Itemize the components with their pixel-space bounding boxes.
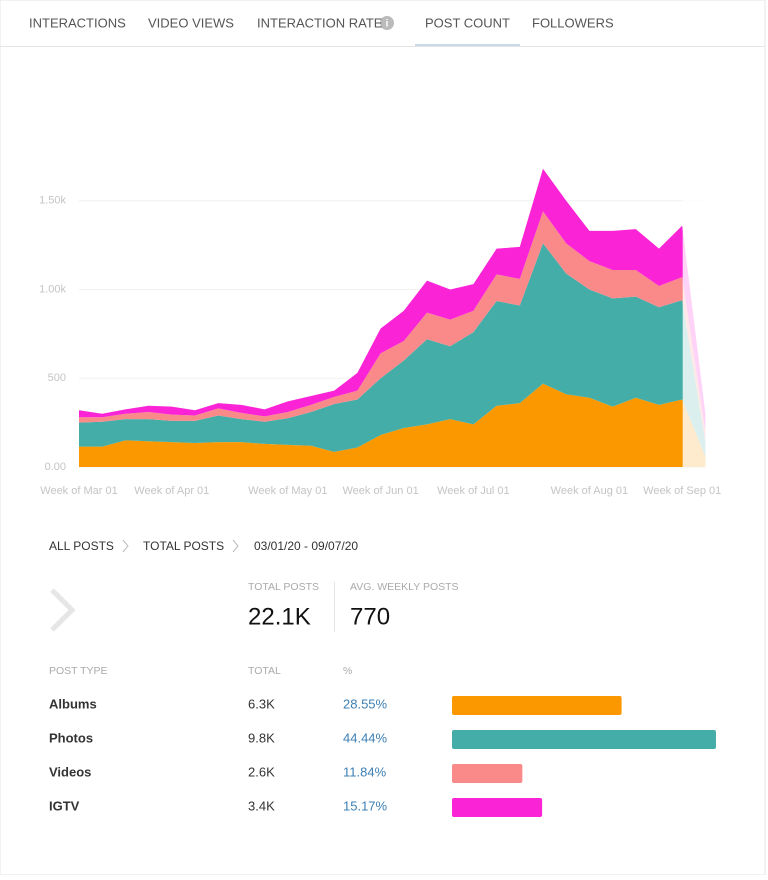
x-tick-label: Week of Sep 01: [643, 485, 721, 497]
info-icon[interactable]: [380, 16, 394, 30]
table-header: POST TYPE: [49, 665, 108, 677]
prev-arrow[interactable]: [50, 588, 76, 632]
breadcrumb-item: 03/01/20 - 09/07/20: [254, 539, 358, 553]
post-total: 6.3K: [248, 696, 275, 711]
post-type: Albums: [49, 696, 97, 711]
area-series: [79, 383, 706, 467]
crumb-sep: [232, 539, 239, 553]
tab[interactable]: FOLLOWERS: [532, 15, 614, 30]
summary-label: TOTAL POSTS: [248, 581, 319, 593]
percent-bar: [452, 764, 523, 783]
table-header: %: [343, 665, 352, 677]
y-tick-label: 1.50k: [39, 195, 66, 207]
summary-label: AVG. WEEKLY POSTS: [350, 581, 459, 593]
post-percent: 15.17%: [343, 798, 388, 813]
post-percent: 44.44%: [343, 730, 388, 745]
breadcrumb-item[interactable]: TOTAL POSTS: [143, 539, 224, 553]
x-tick-label: Week of Jul 01: [437, 485, 510, 497]
x-tick-label: Week of May 01: [248, 485, 327, 497]
post-percent: 28.55%: [343, 696, 388, 711]
percent-bar: [452, 696, 622, 715]
partial-week-fade: [682, 107, 706, 467]
table-header: TOTAL: [248, 665, 281, 677]
info-icon-glyph: i: [386, 19, 389, 30]
tab[interactable]: INTERACTIONS: [29, 15, 126, 30]
y-tick-label: 0.00: [45, 461, 66, 473]
percent-bar: [452, 730, 716, 749]
breadcrumb-item[interactable]: ALL POSTS: [49, 539, 114, 553]
tab[interactable]: INTERACTION RATE: [257, 15, 383, 30]
post-total: 2.6K: [248, 764, 275, 779]
x-tick-label: Week of Aug 01: [551, 485, 628, 497]
post-type: IGTV: [49, 798, 80, 813]
post-type: Videos: [49, 764, 91, 779]
crumb-sep: [122, 539, 129, 553]
x-tick-label: Week of Mar 01: [40, 485, 117, 497]
percent-bar: [452, 798, 543, 817]
post-percent: 11.84%: [343, 764, 387, 779]
tab[interactable]: POST COUNT: [425, 15, 510, 30]
area-series: [79, 211, 706, 443]
tab[interactable]: VIDEO VIEWS: [148, 15, 234, 30]
summary-value: 22.1K: [248, 603, 311, 630]
x-tick-label: Week of Jun 01: [342, 485, 418, 497]
post-type: Photos: [49, 730, 93, 745]
summary-value: 770: [350, 603, 390, 630]
y-tick-label: 1.00k: [39, 283, 66, 295]
post-total: 9.8K: [248, 730, 275, 745]
y-tick-label: 500: [48, 372, 66, 384]
post-total: 3.4K: [248, 798, 275, 813]
x-tick-label: Week of Apr 01: [134, 485, 209, 497]
area-series: [79, 243, 706, 457]
